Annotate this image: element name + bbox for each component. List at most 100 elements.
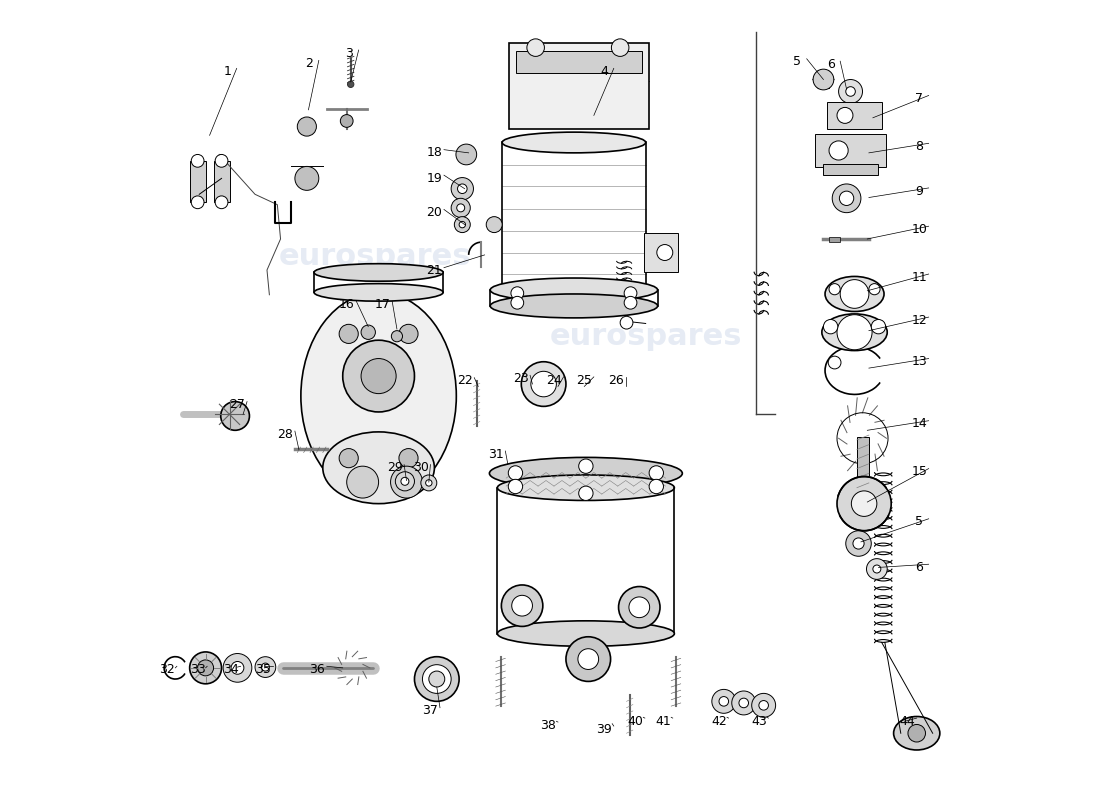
Circle shape [348, 81, 354, 87]
Circle shape [579, 486, 593, 501]
Circle shape [578, 649, 598, 670]
Ellipse shape [822, 314, 888, 350]
Circle shape [400, 478, 409, 486]
Text: 35: 35 [255, 663, 271, 676]
Text: 22: 22 [456, 374, 473, 387]
Circle shape [852, 538, 865, 549]
Text: 11: 11 [911, 270, 927, 284]
Text: 1: 1 [223, 65, 231, 78]
Circle shape [759, 701, 769, 710]
Text: 14: 14 [911, 418, 927, 430]
Circle shape [829, 284, 840, 294]
Ellipse shape [503, 132, 646, 153]
Text: 23: 23 [513, 372, 528, 385]
Circle shape [813, 69, 834, 90]
Circle shape [837, 477, 891, 530]
Circle shape [579, 459, 593, 474]
Ellipse shape [491, 278, 658, 302]
Text: 25: 25 [576, 374, 592, 386]
Circle shape [527, 39, 544, 56]
Circle shape [297, 117, 317, 136]
Circle shape [657, 245, 673, 261]
Ellipse shape [314, 284, 443, 301]
Text: 30: 30 [412, 462, 429, 474]
Circle shape [455, 144, 476, 165]
Circle shape [840, 280, 869, 308]
Circle shape [451, 178, 473, 200]
Text: 28: 28 [277, 428, 294, 441]
Circle shape [343, 340, 415, 412]
Circle shape [508, 466, 522, 480]
FancyBboxPatch shape [508, 43, 649, 129]
Circle shape [712, 690, 736, 714]
Text: 37: 37 [422, 705, 439, 718]
Ellipse shape [825, 277, 884, 311]
Text: 42: 42 [711, 714, 727, 728]
FancyBboxPatch shape [189, 161, 206, 202]
Text: 29: 29 [387, 462, 403, 474]
Text: 16: 16 [339, 298, 354, 311]
Circle shape [415, 657, 459, 702]
Text: 5: 5 [915, 515, 923, 529]
Circle shape [510, 286, 524, 299]
Text: 34: 34 [223, 663, 239, 676]
Text: 26: 26 [608, 374, 624, 386]
Circle shape [839, 191, 854, 206]
Circle shape [486, 217, 503, 233]
Text: 3: 3 [345, 46, 353, 60]
Circle shape [867, 558, 888, 579]
Circle shape [361, 325, 375, 339]
FancyBboxPatch shape [857, 437, 869, 510]
Circle shape [421, 475, 437, 491]
Circle shape [719, 697, 728, 706]
Circle shape [339, 449, 359, 468]
Text: 36: 36 [309, 663, 326, 676]
Circle shape [510, 296, 524, 309]
Circle shape [231, 662, 244, 674]
Circle shape [624, 286, 637, 299]
Circle shape [189, 652, 221, 684]
Ellipse shape [497, 475, 674, 501]
Circle shape [828, 356, 842, 369]
FancyBboxPatch shape [829, 237, 840, 242]
Circle shape [846, 86, 856, 96]
Circle shape [649, 479, 663, 494]
FancyBboxPatch shape [516, 51, 641, 73]
Text: 19: 19 [427, 172, 442, 185]
Text: eurospares: eurospares [278, 242, 471, 271]
Circle shape [838, 79, 862, 103]
Circle shape [429, 671, 444, 687]
Circle shape [456, 204, 464, 212]
Text: 38: 38 [540, 718, 557, 732]
Circle shape [502, 585, 542, 626]
Circle shape [851, 491, 877, 516]
Text: 9: 9 [915, 185, 923, 198]
Text: 10: 10 [911, 223, 927, 236]
Text: 6: 6 [915, 561, 923, 574]
Text: 27: 27 [230, 398, 245, 411]
Circle shape [837, 107, 852, 123]
FancyBboxPatch shape [645, 233, 678, 273]
Circle shape [508, 479, 522, 494]
Circle shape [399, 324, 418, 343]
Circle shape [833, 184, 861, 213]
Circle shape [422, 665, 451, 694]
Circle shape [565, 637, 610, 682]
Circle shape [390, 466, 422, 498]
Circle shape [458, 184, 468, 194]
FancyBboxPatch shape [827, 102, 881, 129]
Text: 15: 15 [911, 466, 927, 478]
Circle shape [649, 466, 663, 480]
Circle shape [512, 595, 532, 616]
Ellipse shape [893, 717, 939, 750]
Circle shape [295, 166, 319, 190]
Text: 4: 4 [601, 65, 608, 78]
FancyBboxPatch shape [824, 164, 878, 175]
Circle shape [339, 324, 359, 343]
Text: 43: 43 [751, 714, 767, 728]
Circle shape [223, 654, 252, 682]
Text: 21: 21 [427, 264, 442, 278]
Circle shape [873, 565, 881, 573]
Circle shape [824, 319, 838, 334]
FancyBboxPatch shape [213, 161, 230, 202]
